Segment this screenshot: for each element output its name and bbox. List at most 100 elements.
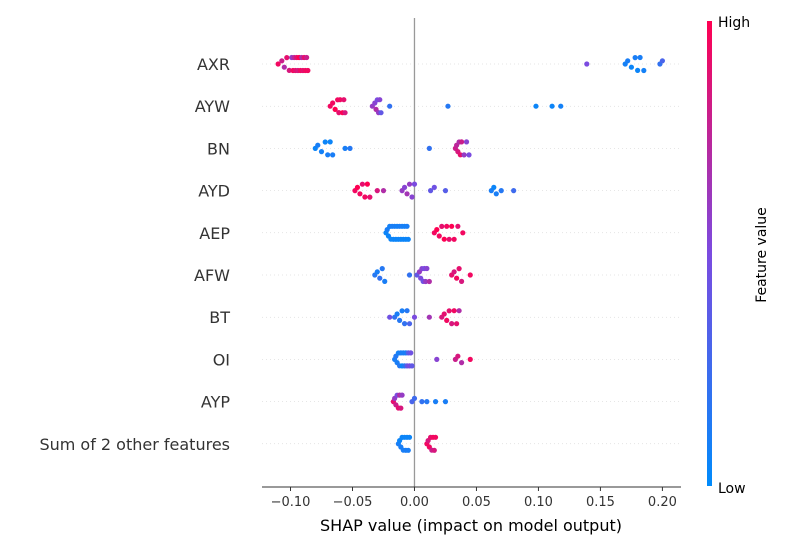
- shap-point: [625, 58, 631, 64]
- shap-point: [406, 181, 413, 187]
- shap-point: [454, 321, 460, 327]
- shap-point: [463, 139, 470, 145]
- shap-point: [458, 139, 465, 145]
- shap-point: [337, 97, 343, 103]
- x-tick-label: −0.05: [333, 495, 373, 510]
- shap-point: [434, 356, 440, 362]
- shap-point: [279, 58, 285, 64]
- shap-point: [431, 184, 437, 190]
- shap-point: [322, 139, 328, 145]
- shap-point: [394, 311, 400, 317]
- shap-point: [379, 266, 385, 272]
- feature-label: BN: [207, 139, 230, 158]
- shap-point: [467, 272, 473, 278]
- shap-point: [286, 67, 292, 73]
- shap-point: [467, 356, 473, 362]
- x-tick-label: 0.15: [586, 495, 615, 510]
- shap-point: [359, 181, 366, 187]
- shap-point: [444, 223, 450, 229]
- feature-label: AFW: [194, 266, 230, 285]
- shap-point: [461, 152, 467, 158]
- shap-point: [558, 103, 564, 109]
- x-axis-title: SHAP value (impact on model output): [320, 516, 622, 535]
- shap-point: [451, 308, 457, 314]
- shap-point: [357, 191, 363, 197]
- shap-point: [637, 54, 643, 61]
- shap-point: [318, 149, 325, 155]
- shap-point: [635, 67, 641, 73]
- colorbar: High Low Feature value: [707, 15, 770, 497]
- points-layer: [275, 54, 666, 453]
- shap-point: [398, 405, 404, 411]
- x-axis: −0.10 −0.05 0.00 0.05 0.10 0.15 0.20: [262, 486, 681, 510]
- row-gridlines: [262, 63, 681, 445]
- feature-label: AEP: [199, 224, 230, 243]
- shap-point: [387, 103, 393, 109]
- shap-point: [456, 308, 462, 314]
- shap-point: [374, 188, 380, 194]
- shap-point: [409, 194, 415, 200]
- shap-point: [367, 194, 373, 200]
- shap-point: [377, 97, 383, 103]
- shap-point: [411, 314, 418, 320]
- shap-point: [451, 269, 457, 275]
- feature-label: Sum of 2 other features: [39, 435, 230, 454]
- shap-point: [511, 188, 517, 194]
- shap-point: [325, 152, 331, 158]
- shap-point: [424, 265, 430, 272]
- shap-point: [411, 181, 418, 187]
- shap-point: [382, 278, 388, 284]
- shap-point: [632, 55, 638, 61]
- shap-point: [455, 353, 461, 359]
- x-ticks: −0.10 −0.05 0.00 0.05 0.10 0.15 0.20: [271, 487, 677, 510]
- shap-point: [426, 145, 432, 151]
- colorbar-low-label: Low: [718, 481, 746, 497]
- shap-point: [449, 223, 455, 229]
- x-tick-label: 0.05: [462, 495, 491, 510]
- shap-point: [458, 360, 465, 366]
- shap-point: [378, 110, 384, 116]
- shap-point: [498, 188, 504, 194]
- shap-point: [432, 399, 439, 405]
- shap-point: [406, 272, 413, 278]
- shap-point: [404, 308, 410, 314]
- shap-point: [456, 266, 462, 272]
- shap-point: [426, 278, 432, 285]
- shap-point: [374, 269, 380, 275]
- shap-point: [408, 350, 414, 356]
- shap-point: [444, 317, 450, 323]
- shap-point: [380, 188, 387, 194]
- shap-point: [533, 103, 539, 109]
- shap-point: [336, 110, 342, 116]
- shap-point: [446, 308, 452, 314]
- shap-point: [405, 447, 411, 453]
- feature-label: AYP: [201, 393, 230, 412]
- shap-point: [387, 314, 393, 320]
- shap-point: [457, 152, 463, 158]
- shap-point: [466, 152, 472, 158]
- shap-point: [434, 227, 440, 233]
- shap-point: [404, 223, 410, 229]
- shap-point: [406, 434, 413, 440]
- shap-point: [584, 61, 590, 67]
- shap-point: [442, 188, 449, 194]
- shap-point: [330, 152, 336, 158]
- shap-point: [275, 61, 281, 67]
- shap-point: [401, 321, 408, 327]
- shap-point: [362, 194, 368, 200]
- shap-point: [431, 447, 437, 453]
- shap-point: [409, 363, 415, 369]
- shap-point: [354, 184, 361, 190]
- shap-point: [411, 395, 418, 401]
- shap-point: [342, 110, 348, 116]
- feature-label: OI: [213, 350, 230, 369]
- shap-point: [332, 106, 338, 112]
- shap-point: [439, 223, 445, 229]
- shap-point: [446, 236, 452, 242]
- x-tick-label: −0.10: [271, 495, 311, 510]
- shap-point: [397, 317, 403, 323]
- colorbar-title: Feature value: [754, 207, 770, 303]
- shap-point: [641, 67, 647, 74]
- shap-point: [441, 311, 447, 317]
- shap-point: [455, 223, 461, 229]
